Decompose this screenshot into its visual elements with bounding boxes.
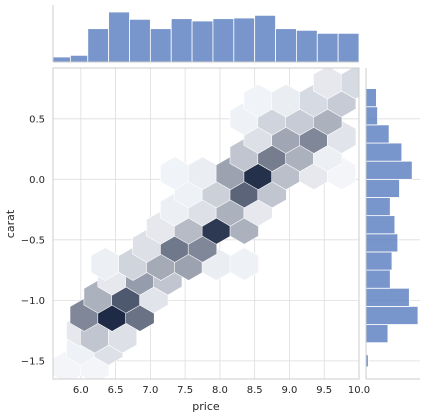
x-marginal-bar bbox=[69, 54, 89, 63]
x-marginal-bar bbox=[337, 32, 360, 63]
hexbin-cell bbox=[229, 247, 259, 281]
y-marginal-bar bbox=[365, 251, 393, 271]
y-axis-label: carat bbox=[4, 209, 17, 238]
y-marginal-bar bbox=[365, 124, 390, 144]
hexbin-cell bbox=[340, 68, 359, 100]
y-tick-label: −0.5 bbox=[21, 235, 45, 246]
x-marginal-bar bbox=[233, 17, 256, 63]
x-marginal-bar bbox=[191, 20, 214, 63]
y-tick-label: 0.0 bbox=[29, 175, 45, 186]
x-tick-label: 7.0 bbox=[142, 385, 158, 396]
x-tick-labels: 6.0 6.5 7.0 7.5 8.0 8.5 9.0 9.5 10.0 bbox=[73, 385, 370, 396]
hexbin-layer bbox=[53, 68, 359, 379]
x-marginal-bar bbox=[108, 11, 130, 63]
x-marginal-bar bbox=[149, 28, 172, 63]
main-axes-frame bbox=[52, 67, 360, 380]
y-marginal-bar bbox=[365, 305, 419, 325]
x-tick-label: 7.5 bbox=[177, 385, 193, 396]
x-marginal-bar bbox=[170, 18, 193, 63]
y-marginal-bar bbox=[365, 178, 400, 198]
x-tick-label: 8.5 bbox=[247, 385, 263, 396]
y-marginal-bar bbox=[365, 215, 396, 235]
x-marginal-bar bbox=[275, 28, 297, 63]
x-marginal-axes bbox=[52, 5, 360, 63]
x-tick-label: 6.5 bbox=[108, 385, 124, 396]
y-marginal-bar bbox=[365, 106, 378, 126]
x-axis-label: price bbox=[192, 400, 220, 413]
y-marginal-bar bbox=[365, 287, 410, 307]
y-marginal-axes bbox=[365, 68, 420, 380]
x-tick-label: 10.0 bbox=[348, 385, 370, 396]
x-tick-label: 6.0 bbox=[73, 385, 89, 396]
y-tick-labels: −1.5 −1.0 −0.5 0.0 0.5 bbox=[21, 114, 45, 367]
x-marginal-bar bbox=[129, 18, 151, 63]
x-marginal-bar bbox=[212, 18, 235, 63]
y-tick-label: −1.0 bbox=[21, 296, 45, 307]
x-tick-label: 8.0 bbox=[212, 385, 228, 396]
x-tick-label: 9.5 bbox=[316, 385, 332, 396]
x-marginal-bar bbox=[87, 28, 110, 63]
x-marginal-bar bbox=[254, 14, 276, 63]
hexbin-axes: 6.0 6.5 7.0 7.5 8.0 8.5 9.0 9.5 10.0 −1.5 −1.0 −0.… bbox=[21, 67, 370, 396]
y-tick-label: 0.5 bbox=[29, 114, 45, 125]
y-marginal-bar bbox=[365, 142, 403, 162]
x-marginal-bar bbox=[296, 29, 318, 63]
x-marginal-bar bbox=[316, 32, 339, 63]
x-marginal-bars bbox=[52, 11, 360, 63]
y-marginal-bar bbox=[365, 197, 391, 217]
x-tick-label: 9.0 bbox=[282, 385, 298, 396]
y-tick-label: −1.5 bbox=[21, 356, 45, 367]
x-marginal-bar bbox=[52, 56, 71, 63]
y-marginal-bar bbox=[365, 233, 399, 253]
y-marginal-bar bbox=[365, 160, 413, 180]
y-marginal-bar bbox=[365, 269, 391, 289]
y-marginal-bar bbox=[365, 88, 377, 108]
y-marginal-bar bbox=[365, 324, 389, 344]
